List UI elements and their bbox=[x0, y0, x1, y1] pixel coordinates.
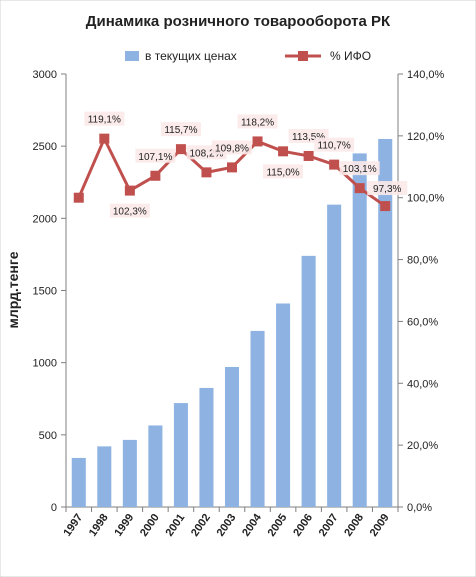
line-marker bbox=[303, 150, 314, 161]
legend-bar-label: в текущих ценах bbox=[145, 49, 237, 63]
line-marker bbox=[175, 144, 186, 155]
legend-line-label: % ИФО bbox=[330, 49, 371, 63]
data-label: 115,0% bbox=[263, 164, 304, 179]
y-left-tick-label: 3000 bbox=[33, 69, 57, 81]
y-left-tick-label: 0 bbox=[51, 502, 57, 514]
data-label-background bbox=[339, 161, 380, 176]
bar bbox=[378, 138, 393, 507]
data-label-text: 108,2% bbox=[190, 148, 224, 159]
bar bbox=[71, 457, 86, 507]
bar bbox=[224, 366, 240, 507]
data-label-text: 97,3% bbox=[373, 184, 401, 195]
data-label-background bbox=[160, 122, 201, 137]
bar bbox=[173, 403, 188, 507]
data-label-text: 107,1% bbox=[138, 152, 172, 163]
data-label: 109,8% bbox=[212, 140, 252, 155]
data-label-text: 103,1% bbox=[343, 164, 377, 175]
bar bbox=[276, 303, 291, 507]
bar bbox=[250, 330, 265, 507]
data-label: 97,3% bbox=[367, 181, 408, 196]
line-marker bbox=[354, 183, 365, 194]
bar bbox=[301, 255, 316, 507]
bar bbox=[352, 153, 367, 507]
line-marker bbox=[227, 162, 237, 173]
data-label-text: 118,2% bbox=[241, 117, 274, 128]
line-marker bbox=[278, 146, 289, 157]
data-label-background bbox=[367, 181, 408, 196]
data-label-background bbox=[84, 111, 125, 126]
data-label: 107,1% bbox=[135, 148, 176, 163]
y-left-tick-label: 1000 bbox=[33, 358, 57, 370]
data-label-text: 115,0% bbox=[266, 167, 299, 178]
data-label-background bbox=[237, 114, 278, 129]
y-right-tick-label: 120,0% bbox=[407, 131, 445, 143]
bar bbox=[327, 204, 342, 507]
y-left-tick-label: 2500 bbox=[33, 141, 57, 153]
chart-title: Динамика розничного товарооборота РК bbox=[86, 13, 391, 30]
data-label-background bbox=[263, 164, 304, 179]
data-label-text: 115,7% bbox=[164, 125, 197, 136]
line-series bbox=[73, 133, 391, 212]
y-right-tick-label: 20,0% bbox=[407, 440, 438, 452]
data-label-text: 110,7% bbox=[318, 141, 351, 152]
bar bbox=[199, 387, 214, 507]
line-marker bbox=[99, 133, 110, 144]
data-label: 110,7% bbox=[314, 137, 355, 152]
data-label-text: 113,5% bbox=[292, 132, 325, 143]
line-marker bbox=[252, 136, 263, 147]
y-left-tick-label: 2000 bbox=[33, 213, 57, 225]
y-right-tick-label: 140,0% bbox=[407, 69, 445, 81]
legend-line-marker bbox=[298, 51, 308, 61]
data-label-background bbox=[109, 203, 150, 218]
data-label-background bbox=[135, 148, 176, 163]
line-marker bbox=[201, 167, 212, 178]
line-marker bbox=[124, 185, 135, 196]
data-label: 102,3% bbox=[109, 203, 150, 218]
line-marker bbox=[150, 170, 161, 181]
data-labels: 119,1% 102,3% 107,1% 115,7% 108,2%109,8% 118,… bbox=[84, 111, 408, 218]
bar bbox=[97, 446, 112, 507]
data-label: 103,1% bbox=[339, 161, 380, 176]
line-marker bbox=[329, 159, 340, 170]
y-right-tick-label: 0,0% bbox=[407, 502, 432, 514]
data-label-text: 102,3% bbox=[113, 207, 147, 218]
y-left-tick-label: 500 bbox=[39, 430, 57, 442]
legend-bar-swatch bbox=[125, 51, 139, 61]
bar bbox=[148, 425, 163, 507]
data-label-text: 119,1% bbox=[88, 115, 121, 126]
data-label-background bbox=[212, 140, 252, 155]
line-marker bbox=[380, 201, 391, 212]
data-label: 119,1% bbox=[84, 111, 125, 126]
bar bbox=[122, 439, 137, 507]
data-label: 118,2% bbox=[237, 114, 278, 129]
bar-series bbox=[71, 138, 393, 507]
data-label-background bbox=[314, 137, 355, 152]
y-right-tick-label: 100,0% bbox=[407, 193, 445, 205]
data-label: 115,7% bbox=[160, 122, 201, 137]
y-right-tick-label: 60,0% bbox=[407, 316, 438, 328]
y-left-tick-label: 1500 bbox=[33, 286, 57, 298]
y-right-tick-label: 80,0% bbox=[407, 255, 438, 267]
y-right-tick-label: 40,0% bbox=[407, 378, 438, 390]
legend: в текущих ценах % ИФО bbox=[125, 49, 371, 63]
data-label-text: 109,8% bbox=[215, 143, 249, 154]
line-marker bbox=[73, 192, 84, 203]
y-axis-label: млрд.тенге bbox=[5, 251, 21, 328]
